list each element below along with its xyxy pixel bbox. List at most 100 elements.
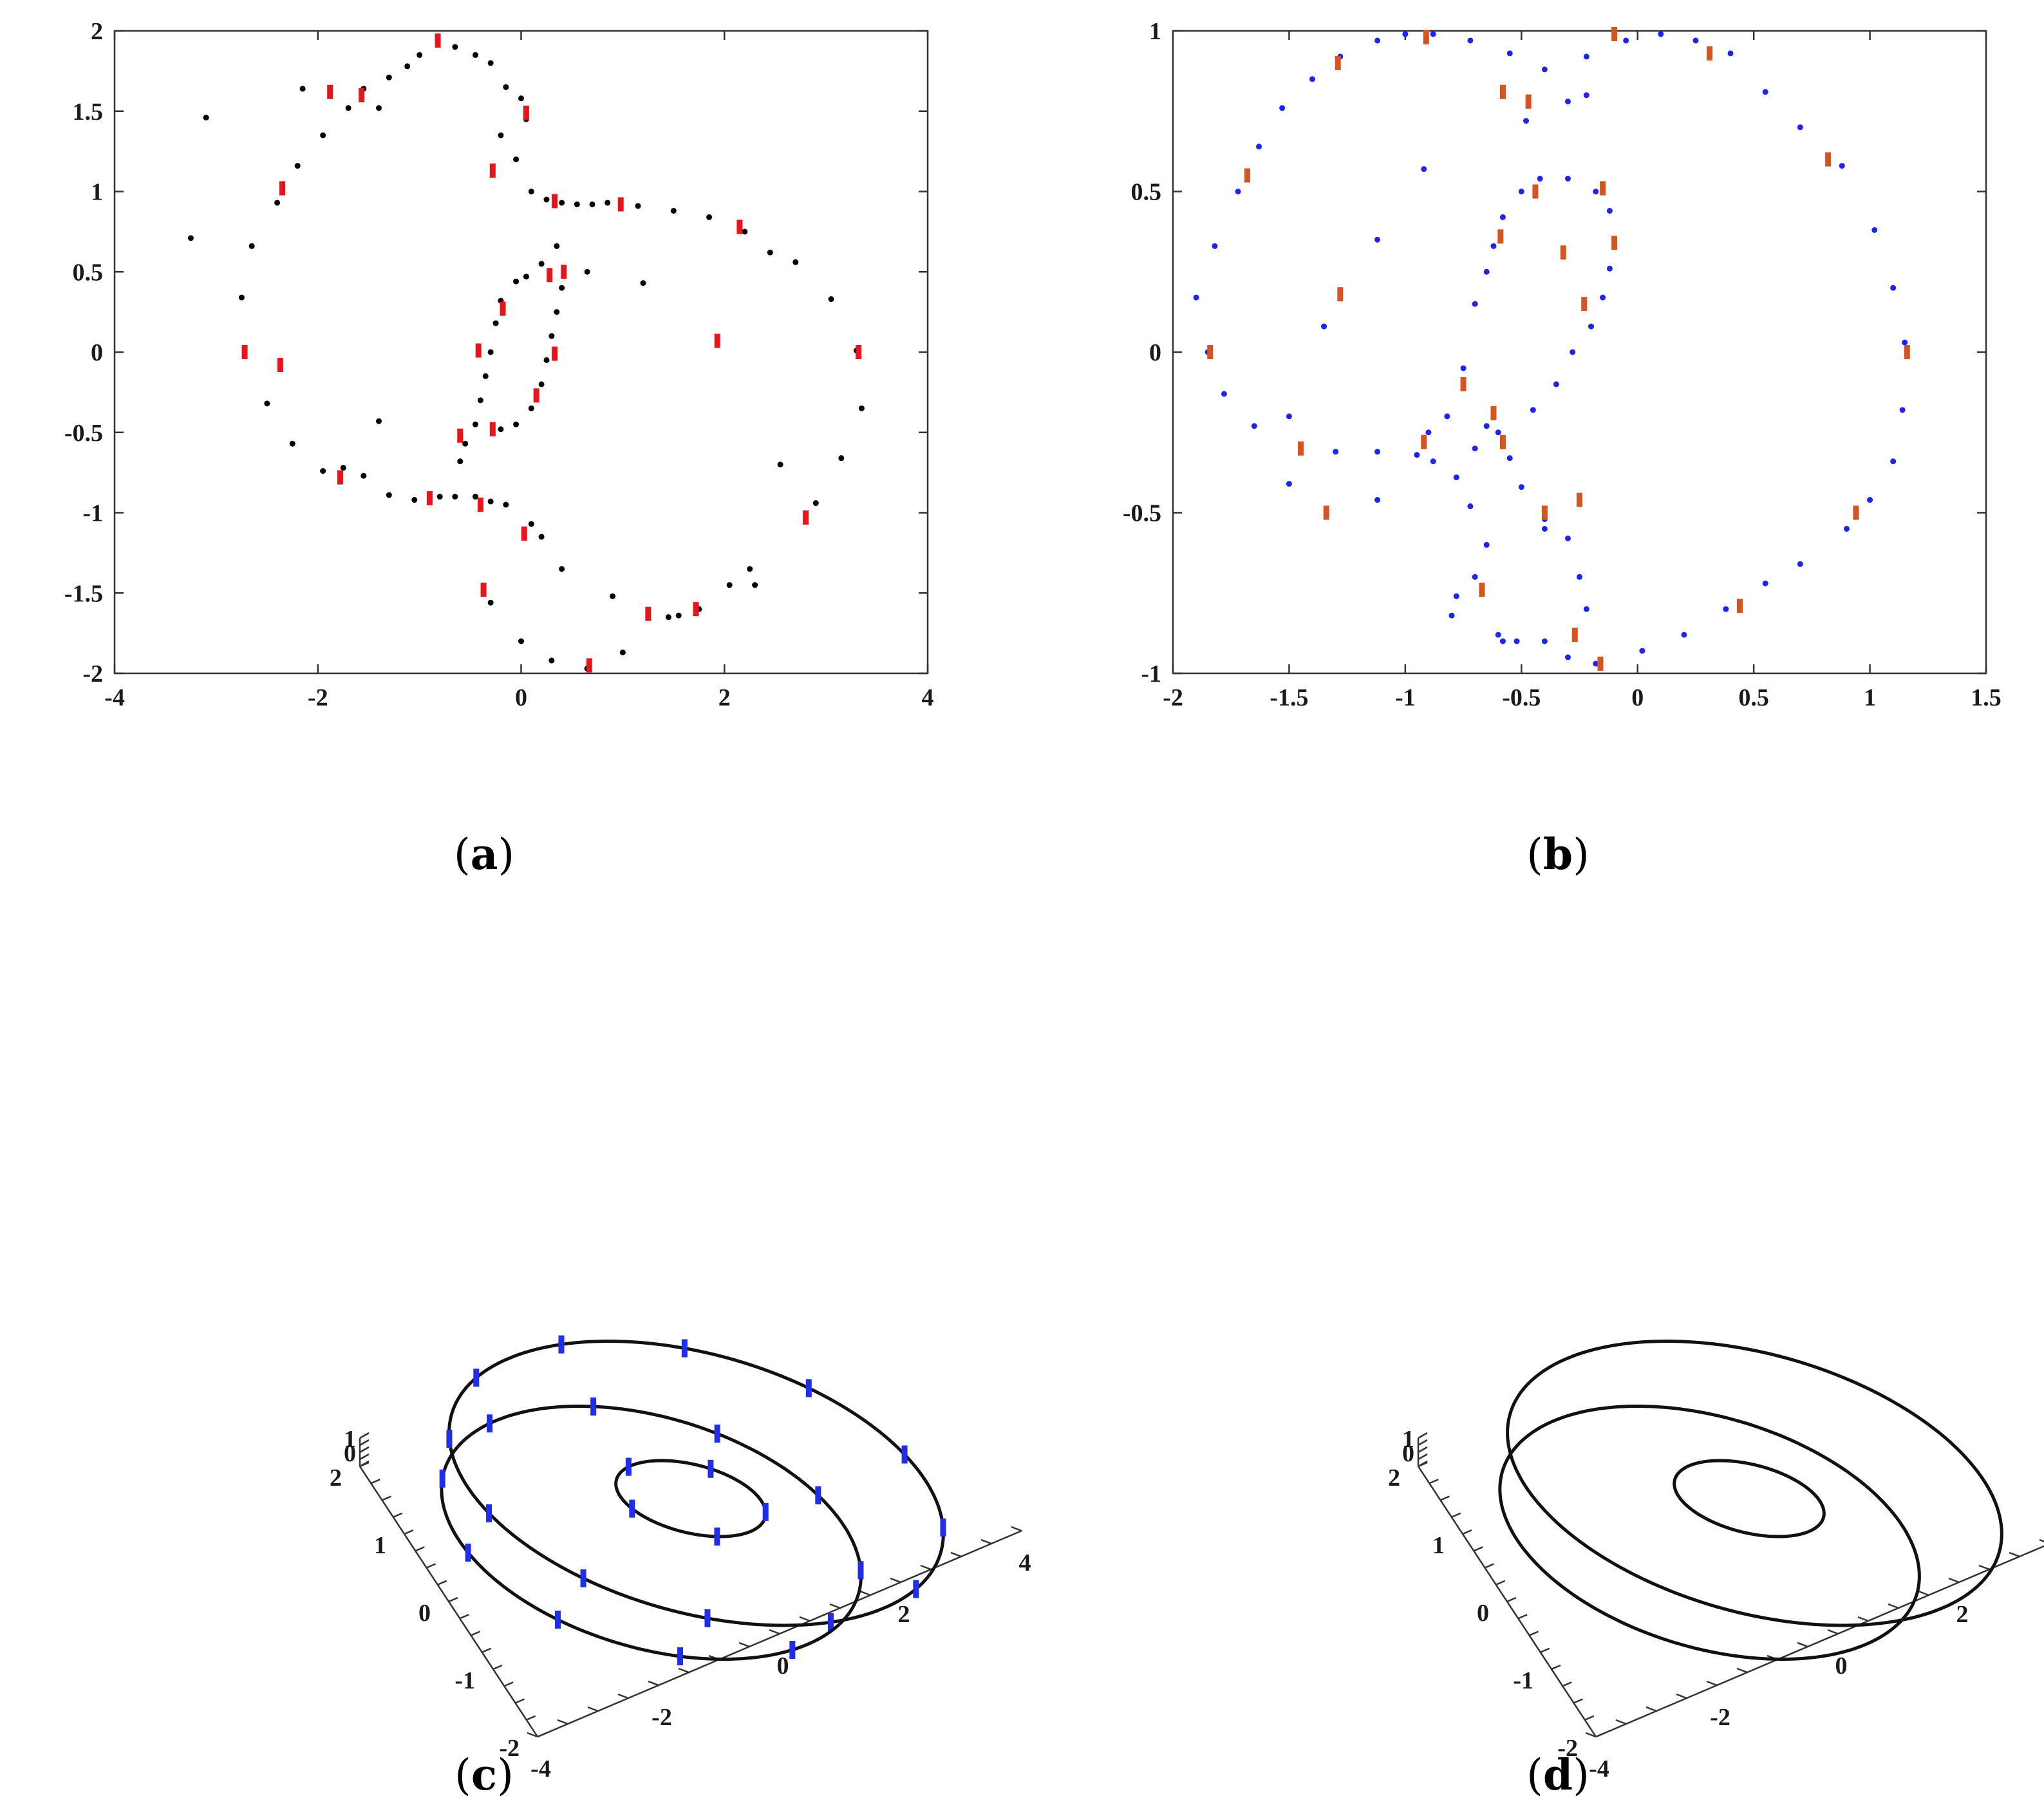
x-tick [1827,1629,1839,1635]
data-point [1593,660,1599,667]
data-point [1537,176,1543,182]
data-point [375,105,382,111]
data-point [472,51,478,58]
data-point [538,534,545,540]
y-tick [537,1732,547,1738]
x-tick-label: 0.5 [1738,684,1769,711]
marker-point [1421,435,1427,449]
data-point [477,397,483,404]
curve-1 [1506,1339,2003,1627]
curve-2 [1498,1405,1921,1661]
data-point [1483,423,1490,429]
marker-point [1323,505,1329,520]
data-point [635,203,641,209]
data-point [1541,525,1548,532]
data-point [513,156,520,163]
data-point [1871,227,1878,233]
marker-point [1525,94,1532,109]
data-point [1593,189,1599,194]
marker-point [1611,26,1618,41]
data-point [747,566,753,572]
marker-point [500,301,506,316]
data-point [1541,66,1548,73]
z-tick [1418,1453,1428,1461]
data-point [1564,98,1571,105]
data-point [1899,407,1906,413]
marker-point [489,422,496,436]
data-point [498,426,504,433]
data-point [1321,323,1327,330]
x-tick [950,1551,962,1558]
data-point [1681,631,1687,638]
data-point [294,163,301,169]
x-tick-label: 0 [1631,684,1644,711]
data-point [1692,37,1699,44]
data-point [1472,574,1478,580]
data-point [1374,497,1381,503]
data-point [1483,268,1490,275]
z-tick [359,1453,370,1461]
data-point [248,243,255,249]
y-tick-label: 2 [91,18,103,45]
marker-point [1825,152,1832,167]
x-tick-label: -4 [104,684,125,711]
marker-point [552,194,558,209]
data-point [1600,294,1606,301]
data-point [1577,574,1582,580]
y-tick-label: -2 [499,1735,520,1762]
marker-point [523,106,529,120]
data-point [1193,294,1199,301]
marker-point [1571,628,1578,642]
data-point [523,274,529,280]
curve-marker [762,1502,769,1521]
data-point [1499,638,1506,644]
data-point [1460,365,1467,371]
x-tick [980,1538,992,1545]
data-point [777,462,783,468]
data-point [1583,53,1589,60]
data-point [726,582,733,588]
curve-3 [614,1459,767,1538]
x-tick [890,1577,901,1584]
y-tick [492,1664,503,1670]
y-tick-label: 0 [91,339,103,366]
z-tick-label: 0 [1402,1440,1414,1467]
data-point [1506,455,1513,462]
data-point [1221,391,1227,397]
data-point [1890,285,1897,291]
x-tick [1646,1706,1657,1712]
data-point [1867,497,1873,503]
marker-point [1244,168,1250,183]
x-tick-label: -2 [1163,684,1183,711]
curve-marker [558,1335,565,1354]
y-tick [1473,1546,1483,1552]
z-tick [359,1446,370,1454]
data-point [1588,323,1595,330]
y-tick-label: 0 [1149,339,1161,366]
marker-point [1904,345,1910,359]
y-tick [1506,1596,1517,1603]
marker-point [277,357,283,372]
z-tick-label: 1 [1402,1426,1414,1453]
marker-point [803,510,809,525]
x-tick-label: -4 [530,1755,551,1782]
curve-marker [815,1486,821,1505]
y-tick-label: 0 [1477,1600,1489,1627]
curve-marker [805,1379,812,1398]
data-point [1541,638,1548,644]
x-tick-label: 0 [1835,1652,1848,1679]
y-tick-label: 0 [418,1600,431,1627]
y-tick [1573,1698,1583,1704]
y-tick [1529,1631,1539,1636]
data-point [361,472,367,479]
y-tick-label: -1 [82,500,103,527]
data-point [1309,76,1316,82]
data-point [1530,407,1536,413]
data-point [264,400,270,407]
marker-point [1207,345,1214,359]
data-point [436,494,443,500]
curve-marker [554,1611,561,1629]
data-point [1235,189,1241,194]
data-point [1570,349,1576,355]
data-point [1797,561,1803,567]
